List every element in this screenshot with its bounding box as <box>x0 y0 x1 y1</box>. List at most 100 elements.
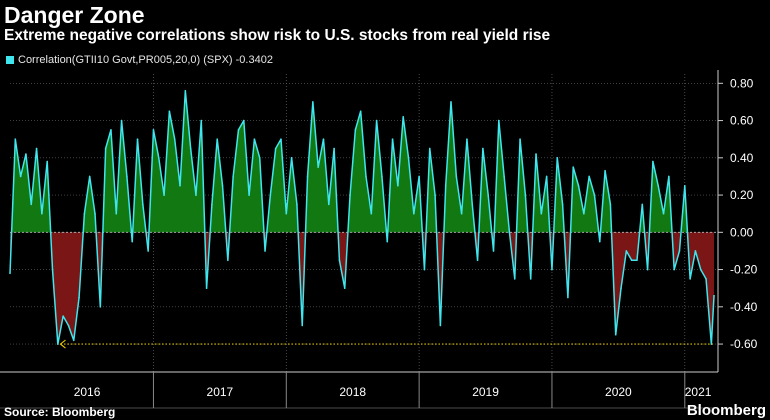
data-point <box>598 240 601 243</box>
data-point <box>365 175 367 178</box>
data-point <box>221 184 224 187</box>
data-point <box>381 175 383 178</box>
data-point <box>216 138 219 140</box>
data-point <box>662 212 665 215</box>
data-point <box>57 343 59 345</box>
data-point <box>322 138 325 140</box>
data-point <box>705 278 707 280</box>
data-point <box>110 129 112 131</box>
data-point <box>67 324 70 327</box>
data-point <box>343 287 346 289</box>
data-point <box>455 175 458 178</box>
data-point <box>333 147 335 150</box>
data-point <box>636 259 638 262</box>
data-point <box>99 306 102 308</box>
data-point <box>503 175 505 178</box>
data-point <box>253 138 256 140</box>
y-tick-label: 0.80 <box>730 76 754 90</box>
data-point <box>195 194 197 196</box>
data-point <box>439 324 442 327</box>
x-tick-label: 2019 <box>472 385 499 399</box>
data-point <box>556 157 559 159</box>
data-point <box>583 212 585 215</box>
data-point <box>407 157 410 159</box>
data-point <box>683 184 686 187</box>
data-point <box>524 194 527 196</box>
data-point <box>567 296 569 299</box>
data-point <box>529 278 532 280</box>
data-point <box>466 138 468 140</box>
data-point <box>386 240 389 243</box>
data-point <box>450 101 452 103</box>
data-point <box>25 153 27 155</box>
data-point <box>274 147 277 150</box>
data-point <box>142 203 144 206</box>
data-point <box>115 212 118 215</box>
data-point <box>285 212 288 215</box>
data-point <box>173 138 176 140</box>
data-point <box>673 268 675 271</box>
data-point <box>492 250 495 252</box>
data-point <box>561 203 564 206</box>
data-point <box>306 175 309 178</box>
correlation-line <box>9 90 715 345</box>
x-tick-label: 2018 <box>339 385 366 399</box>
data-point <box>131 240 134 243</box>
data-point <box>577 184 580 187</box>
y-tick-label: -0.60 <box>730 337 758 351</box>
data-point <box>46 160 48 163</box>
data-point <box>625 250 628 252</box>
data-point <box>14 138 17 140</box>
data-point <box>349 194 351 196</box>
data-point <box>136 138 139 140</box>
data-point <box>104 147 107 150</box>
data-point <box>184 89 187 92</box>
y-tick-label: -0.40 <box>730 300 758 314</box>
data-point <box>620 287 622 289</box>
data-point <box>413 212 415 215</box>
data-point <box>168 110 171 113</box>
chart-title: Danger Zone <box>4 2 145 28</box>
data-point <box>258 157 261 159</box>
data-point <box>519 138 521 140</box>
data-point <box>35 147 38 150</box>
data-point <box>609 203 612 206</box>
data-point <box>498 119 500 122</box>
data-point <box>88 175 91 178</box>
data-point <box>237 129 240 131</box>
data-point <box>604 170 606 172</box>
data-point <box>652 160 654 163</box>
data-point <box>211 203 213 206</box>
data-point <box>120 119 123 122</box>
data-point <box>30 203 33 206</box>
threshold-arrow-icon <box>59 339 66 349</box>
data-point <box>476 259 479 262</box>
data-point <box>678 250 681 252</box>
y-tick-label: 0.00 <box>730 225 754 239</box>
data-point <box>200 119 203 122</box>
data-point <box>312 101 314 103</box>
x-tick-label: 2017 <box>207 385 234 399</box>
data-point <box>540 212 543 215</box>
data-point <box>545 175 548 178</box>
data-point <box>62 315 64 317</box>
data-point <box>391 138 394 140</box>
data-point <box>179 184 181 187</box>
data-point <box>641 203 644 206</box>
data-point <box>402 116 404 118</box>
y-tick-label: 0.20 <box>730 188 754 202</box>
data-point <box>205 287 208 289</box>
data-point <box>296 203 298 206</box>
data-point <box>354 129 357 131</box>
data-point <box>630 259 633 262</box>
data-point <box>423 268 426 271</box>
data-point <box>646 268 649 271</box>
y-tick-label: 0.40 <box>730 151 754 165</box>
legend-label: Correlation(GTII10 Govt,PR005,20,0) (SPX… <box>18 54 273 66</box>
data-point <box>83 212 86 215</box>
bloomberg-logo: Bloomberg <box>686 402 766 419</box>
legend-swatch <box>6 56 14 64</box>
data-point <box>232 175 234 178</box>
data-point <box>418 175 420 178</box>
